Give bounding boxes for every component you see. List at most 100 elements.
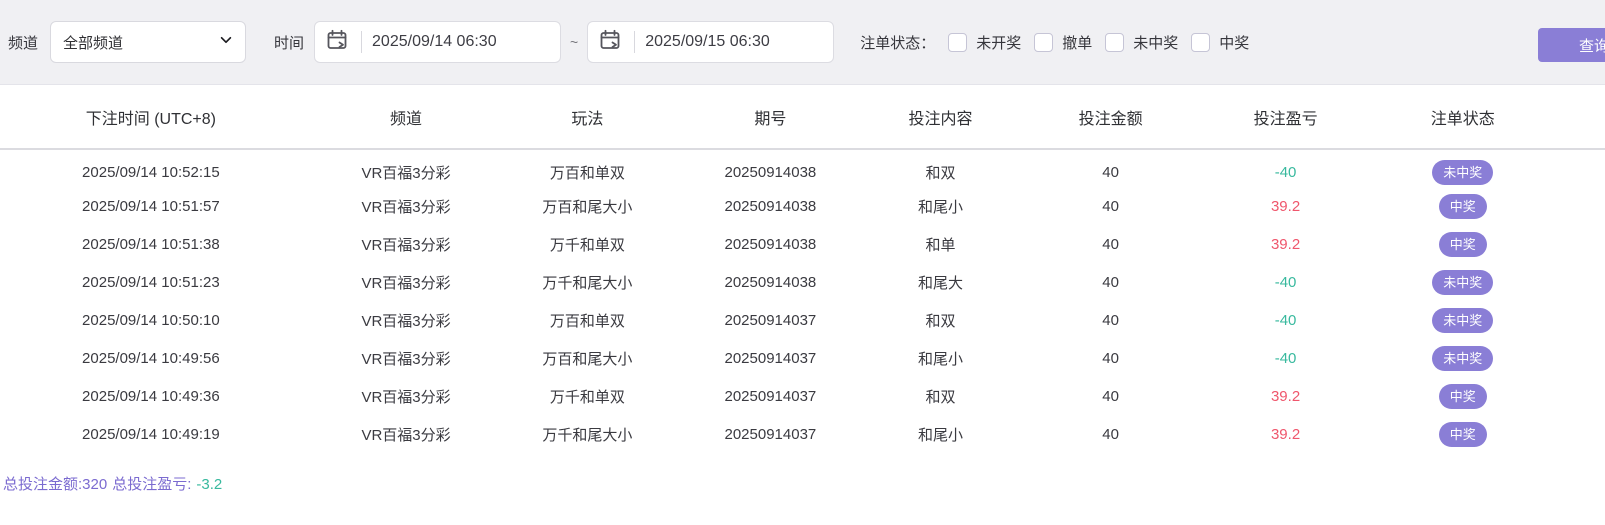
cell-status: 未中奖: [1355, 263, 1605, 301]
status-badge: 未中奖: [1432, 160, 1494, 185]
checkbox-label: 未开奖: [976, 34, 1022, 52]
cell-content: 和尾小: [918, 350, 964, 368]
cell-amount: 40: [1102, 349, 1119, 367]
cell-content: 和单: [925, 236, 956, 254]
cell-bet-time: 2025/09/14 10:49:19: [82, 425, 220, 443]
checkbox-won[interactable]: 中奖: [1191, 32, 1249, 53]
cell-amount: 40: [1102, 197, 1119, 215]
cell-content: 和尾大: [918, 274, 964, 292]
header-status: 注单状态: [1354, 85, 1605, 150]
table-row: 2025/09/14 10:51:23 VR百福3分彩 万千和尾大小 20250…: [0, 263, 1605, 301]
cell-bet-time: 2025/09/14 10:49:36: [82, 387, 220, 405]
calendar-icon: [325, 28, 349, 57]
table-row: 2025/09/14 10:49:36 VR百福3分彩 万千和单双 202509…: [0, 377, 1605, 415]
cell-play: 万千和单双: [549, 236, 625, 254]
checkbox-icon[interactable]: [948, 32, 968, 52]
cell-profit: -40: [1274, 273, 1297, 291]
cell-status: 未中奖: [1355, 301, 1605, 339]
cell-status: 未中奖: [1355, 339, 1605, 377]
cell-bet-time: 2025/09/14 10:51:57: [82, 197, 220, 215]
cell-issue: 20250914038: [724, 273, 817, 291]
checkbox-cancelled[interactable]: 撤单: [1034, 32, 1092, 53]
channel-select-value: 全部频道: [63, 34, 124, 52]
date-from-value: 2025/09/14 06:30: [372, 33, 497, 50]
cell-play: 万千和尾大小: [542, 426, 633, 444]
cell-channel: VR百福3分彩: [361, 198, 451, 216]
status-badge: 中奖: [1438, 231, 1487, 257]
total-profit-label: 总投注盈亏:: [112, 476, 192, 493]
summary-bar: 总投注金额:320 总投注盈亏: -3.2: [0, 473, 1605, 494]
cell-channel: VR百福3分彩: [361, 312, 451, 330]
table-body: 2025/09/14 10:52:15 VR百福3分彩 万百和单双 202509…: [0, 149, 1605, 453]
cell-content: 和尾小: [918, 198, 964, 216]
channel-label: 频道: [8, 34, 39, 52]
bet-records-table: 下注时间 (UTC+8) 频道 玩法 期号 投注内容 投注金额 投注盈亏 注单状…: [0, 85, 1605, 453]
checkbox-label: 未中奖: [1133, 34, 1179, 52]
cell-content: 和尾小: [918, 426, 964, 444]
total-amount-value: 320: [82, 476, 108, 493]
cell-status: 中奖: [1355, 225, 1605, 263]
cell-amount: 40: [1102, 387, 1119, 405]
cell-status: 未中奖: [1355, 149, 1605, 187]
cell-amount: 40: [1102, 273, 1119, 291]
cell-profit: 39.2: [1270, 387, 1301, 405]
date-to-value: 2025/09/15 06:30: [645, 33, 770, 50]
cell-issue: 20250914037: [724, 349, 817, 367]
table-row: 2025/09/14 10:49:19 VR百福3分彩 万千和尾大小 20250…: [0, 415, 1605, 453]
cell-amount: 40: [1102, 235, 1119, 253]
total-profit-value: -3.2: [196, 476, 223, 493]
cell-play: 万千和尾大小: [542, 274, 633, 292]
date-to-input[interactable]: 2025/09/15 06:30: [587, 21, 835, 63]
cell-play: 万百和尾大小: [542, 198, 633, 216]
cell-amount: 40: [1102, 311, 1119, 329]
cell-issue: 20250914037: [724, 387, 817, 405]
range-separator: ~: [570, 34, 579, 50]
checkbox-label: 中奖: [1219, 34, 1250, 52]
total-amount-label: 总投注金额:: [3, 476, 83, 493]
checkbox-icon[interactable]: [1034, 32, 1054, 52]
cell-play: 万千和单双: [549, 388, 625, 406]
cell-bet-time: 2025/09/14 10:50:10: [82, 311, 220, 329]
cell-bet-time: 2025/09/14 10:52:15: [82, 164, 220, 181]
divider: [634, 31, 636, 53]
cell-profit: 39.2: [1270, 425, 1301, 443]
calendar-icon: [598, 28, 622, 57]
cell-bet-time: 2025/09/14 10:51:38: [82, 235, 220, 253]
status-badge: 未中奖: [1432, 269, 1494, 295]
cell-amount: 40: [1102, 425, 1119, 443]
cell-issue: 20250914038: [724, 197, 817, 215]
cell-bet-time: 2025/09/14 10:49:56: [82, 349, 220, 367]
header-issue: 期号: [664, 85, 877, 150]
status-badge: 中奖: [1438, 193, 1487, 219]
cell-content: 和双: [925, 165, 956, 182]
checkbox-icon[interactable]: [1191, 32, 1211, 52]
table-row: 2025/09/14 10:52:15 VR百福3分彩 万百和单双 202509…: [0, 149, 1605, 187]
query-button[interactable]: 查询: [1538, 28, 1605, 62]
table-header: 下注时间 (UTC+8) 频道 玩法 期号 投注内容 投注金额 投注盈亏 注单状…: [0, 85, 1605, 150]
status-badge: 未中奖: [1432, 307, 1494, 333]
cell-channel: VR百福3分彩: [361, 388, 451, 406]
cell-content: 和双: [925, 388, 956, 406]
cell-channel: VR百福3分彩: [361, 426, 451, 444]
checkbox-icon[interactable]: [1105, 32, 1125, 52]
cell-profit: 39.2: [1270, 197, 1301, 215]
cell-channel: VR百福3分彩: [361, 350, 451, 368]
divider: [361, 31, 363, 53]
cell-content: 和双: [925, 312, 956, 330]
cell-channel: VR百福3分彩: [361, 274, 451, 292]
cell-channel: VR百福3分彩: [361, 236, 451, 254]
channel-select[interactable]: 全部频道: [50, 21, 247, 63]
table-row: 2025/09/14 10:51:38 VR百福3分彩 万千和单双 202509…: [0, 225, 1605, 263]
cell-bet-time: 2025/09/14 10:51:23: [82, 273, 220, 291]
checkbox-not-won[interactable]: 未中奖: [1105, 32, 1178, 53]
cell-play: 万百和单双: [549, 312, 625, 330]
header-channel: 频道: [301, 85, 511, 150]
cell-issue: 20250914038: [724, 235, 817, 253]
table-row: 2025/09/14 10:51:57 VR百福3分彩 万百和尾大小 20250…: [0, 187, 1605, 225]
cell-status: 中奖: [1355, 187, 1605, 225]
checkbox-not-drawn[interactable]: 未开奖: [948, 32, 1021, 53]
cell-issue: 20250914038: [724, 164, 817, 181]
cell-channel: VR百福3分彩: [361, 165, 451, 182]
date-from-input[interactable]: 2025/09/14 06:30: [314, 21, 562, 63]
cell-status: 中奖: [1355, 415, 1605, 453]
